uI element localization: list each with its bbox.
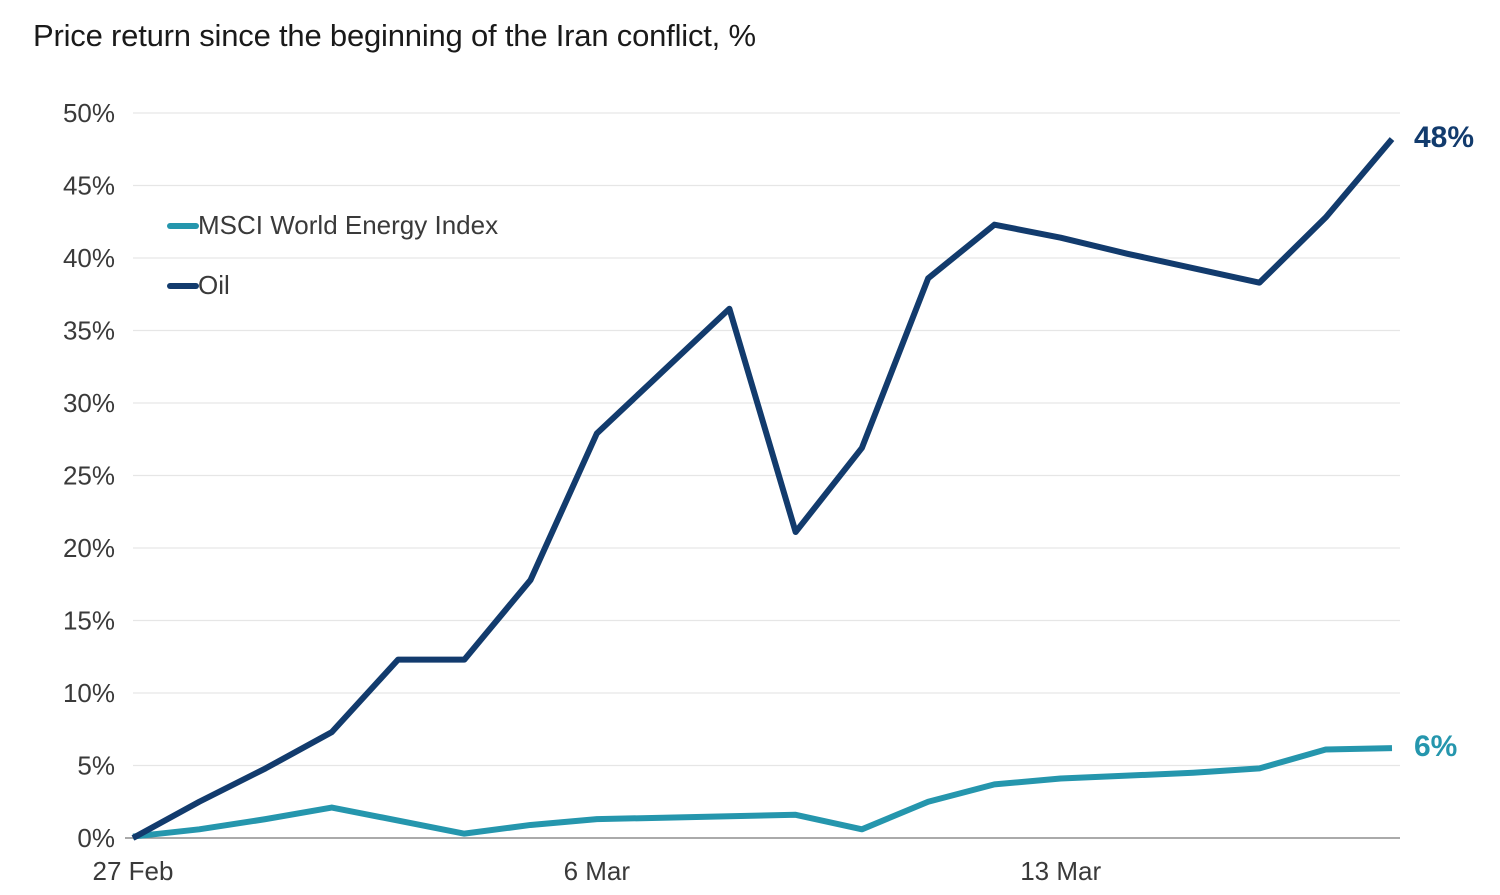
y-axis-labels: 0% 5% 10% 15% 20% 25% 30% 35% 40% 45% 50% [63, 98, 115, 853]
x-axis-labels: 27 Feb 6 Mar 13 Mar [93, 856, 1102, 886]
chart-legend: MSCI World Energy Index Oil [167, 210, 498, 300]
y-axis-tick-label: 50% [63, 98, 115, 128]
page-title: Price return since the beginning of the … [33, 18, 756, 53]
x-axis-tick-label: 13 Mar [1020, 856, 1101, 886]
y-axis-tick-label: 30% [63, 388, 115, 418]
end-label-oil: 48% [1414, 121, 1474, 154]
y-axis-tick-label: 45% [63, 171, 115, 201]
legend-label: MSCI World Energy Index [198, 210, 498, 240]
x-axis-tick-label: 6 Mar [564, 856, 631, 886]
y-axis-tick-label: 40% [63, 243, 115, 273]
x-axis-tick-label: 27 Feb [93, 856, 174, 886]
y-axis-tick-label: 5% [77, 751, 115, 781]
y-axis-tick-label: 25% [63, 461, 115, 491]
y-axis-tick-label: 20% [63, 533, 115, 563]
series-line-msci-world-energy-index [132, 745, 1393, 840]
y-axis-tick-label: 15% [63, 606, 115, 636]
legend-label: Oil [198, 270, 230, 300]
y-axis-tick-label: 0% [77, 823, 115, 853]
series-end-labels: 6% 48% [1414, 121, 1474, 763]
series-line-oil [131, 137, 1395, 841]
y-axis-tick-label: 35% [63, 316, 115, 346]
gridlines [133, 112, 1400, 767]
end-label-msci-world-energy-index: 6% [1414, 730, 1457, 763]
y-axis-tick-label: 10% [63, 678, 115, 708]
data-series [131, 137, 1395, 841]
